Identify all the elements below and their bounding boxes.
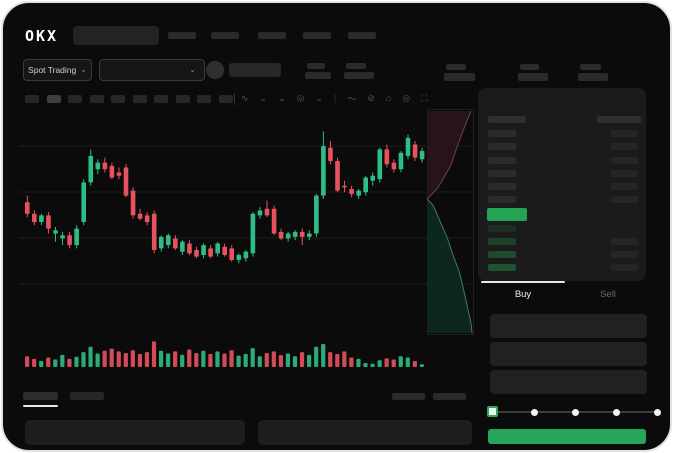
bid-row-price-bar[interactable] (488, 251, 516, 258)
volume-chart (25, 341, 424, 367)
ask-row-price-bar[interactable] (488, 130, 516, 137)
ask-row-amount-bar (611, 143, 638, 150)
ask-row-price-bar[interactable] (488, 157, 516, 164)
timeframe-button[interactable] (68, 95, 82, 103)
chevron-down-icon: ⌄ (189, 65, 196, 74)
stat-label-placeholder (580, 64, 601, 70)
tab-sell-label: Sell (600, 289, 616, 300)
order-input-placeholder[interactable] (490, 342, 647, 366)
nav-item-placeholder[interactable] (211, 32, 239, 39)
tab-buy-label: Buy (514, 289, 532, 300)
bid-row-price-bar[interactable] (488, 238, 516, 245)
bid-row-amount-bar (611, 264, 638, 271)
nav-item-placeholder[interactable] (258, 32, 286, 39)
nav-item-placeholder[interactable] (348, 32, 376, 39)
buy-submit-button[interactable] (488, 429, 646, 444)
chart-tools: ∿ ⌄ ⌄ ◎ ⌄ | 〜 ⊘ ⌂ ◎ ⛶ (241, 91, 428, 105)
stat-label-placeholder (520, 64, 539, 70)
ask-row-amount-bar (611, 183, 638, 190)
ask-row-price-bar[interactable] (488, 143, 516, 150)
slider-handle[interactable] (487, 406, 498, 417)
orderbook-header-amount-placeholder (597, 116, 641, 123)
line-tool-icon[interactable]: 〜 (347, 93, 357, 104)
stat-value-placeholder (344, 72, 374, 79)
market-mode-label: Spot Trading (28, 65, 77, 75)
nav-item-placeholder[interactable] (168, 32, 196, 39)
search-input[interactable] (73, 26, 159, 45)
ask-row-price-bar[interactable] (488, 170, 516, 177)
timeframe-button[interactable] (175, 95, 190, 103)
orders-panel-placeholder (25, 420, 245, 445)
coin-avatar (206, 61, 224, 79)
toolbar-divider: | (334, 93, 337, 103)
chart-style-caret-icon[interactable]: ⌄ (259, 92, 268, 103)
slider-stop-dot[interactable] (571, 408, 579, 416)
pair-selector-dropdown[interactable]: ⌄ (99, 59, 205, 81)
active-tab-indicator (481, 281, 565, 283)
chart-style-icon[interactable]: ∿ (241, 92, 249, 103)
depth-chart (427, 109, 474, 335)
slider-stop-dot[interactable] (612, 408, 620, 416)
timeframe-button[interactable] (132, 95, 147, 103)
stat-label-placeholder (446, 64, 466, 70)
market-mode-dropdown[interactable]: Spot Trading ⌄ (23, 59, 92, 81)
timeframe-button[interactable] (111, 95, 125, 103)
bottom-tab-active[interactable] (23, 392, 58, 400)
candlestick-chart-canvas[interactable] (19, 107, 471, 339)
timeframe-button[interactable] (25, 95, 39, 103)
stat-value-placeholder (518, 73, 548, 81)
stat-value-placeholder (578, 73, 608, 81)
camera-icon[interactable]: ⌂ (385, 93, 392, 103)
ask-row-price-bar[interactable] (488, 183, 516, 190)
timeframe-button[interactable] (46, 95, 61, 103)
ask-row-amount-bar (611, 130, 638, 137)
indicator-caret-icon[interactable]: ⌄ (315, 92, 324, 103)
nav-item-placeholder[interactable] (303, 32, 331, 39)
history-panel-placeholder (258, 420, 472, 445)
bid-row-price-bar[interactable] (488, 264, 516, 271)
pair-name-placeholder (229, 63, 281, 77)
last-price-badge[interactable] (487, 208, 527, 221)
timeframe-button[interactable] (218, 95, 233, 103)
order-input-placeholder[interactable] (490, 370, 647, 394)
bid-row-amount-bar (611, 251, 638, 258)
fullscreen-icon[interactable]: ⛶ (421, 92, 428, 103)
bottom-action-placeholder[interactable] (433, 393, 466, 400)
bottom-tab-underline (23, 405, 58, 407)
timeframe-button[interactable] (89, 95, 104, 103)
orderbook-header-price-placeholder (488, 116, 526, 123)
stat-value-placeholder (305, 72, 331, 79)
chevron-down-icon: ⌄ (80, 65, 87, 74)
timer-icon[interactable]: ◎ (402, 92, 411, 103)
ask-row-amount-bar (611, 196, 638, 203)
ask-row-amount-bar (611, 170, 638, 177)
slider-stop-dot[interactable] (530, 408, 538, 416)
bid-row-price-bar[interactable] (488, 225, 516, 232)
indicator-icon[interactable]: ◎ (296, 92, 305, 103)
interval-caret-icon[interactable]: ⌄ (278, 92, 286, 103)
bid-row-amount-bar (611, 238, 638, 245)
ask-row-price-bar[interactable] (488, 196, 516, 203)
okx-logo[interactable]: OKX (25, 27, 59, 45)
bottom-action-placeholder[interactable] (392, 393, 425, 400)
timeframe-button[interactable] (197, 95, 211, 103)
stat-label-placeholder (346, 63, 366, 69)
draw-tool-icon[interactable]: ⊘ (367, 92, 375, 103)
slider-stop-dot[interactable] (653, 408, 661, 416)
stat-label-placeholder (307, 63, 325, 69)
order-input-placeholder[interactable] (490, 314, 647, 338)
timeframe-button[interactable] (154, 95, 168, 103)
stat-value-placeholder (444, 73, 475, 81)
bottom-tab-inactive[interactable] (70, 392, 104, 400)
ask-row-amount-bar (611, 157, 638, 164)
toolbar-divider (234, 93, 235, 105)
